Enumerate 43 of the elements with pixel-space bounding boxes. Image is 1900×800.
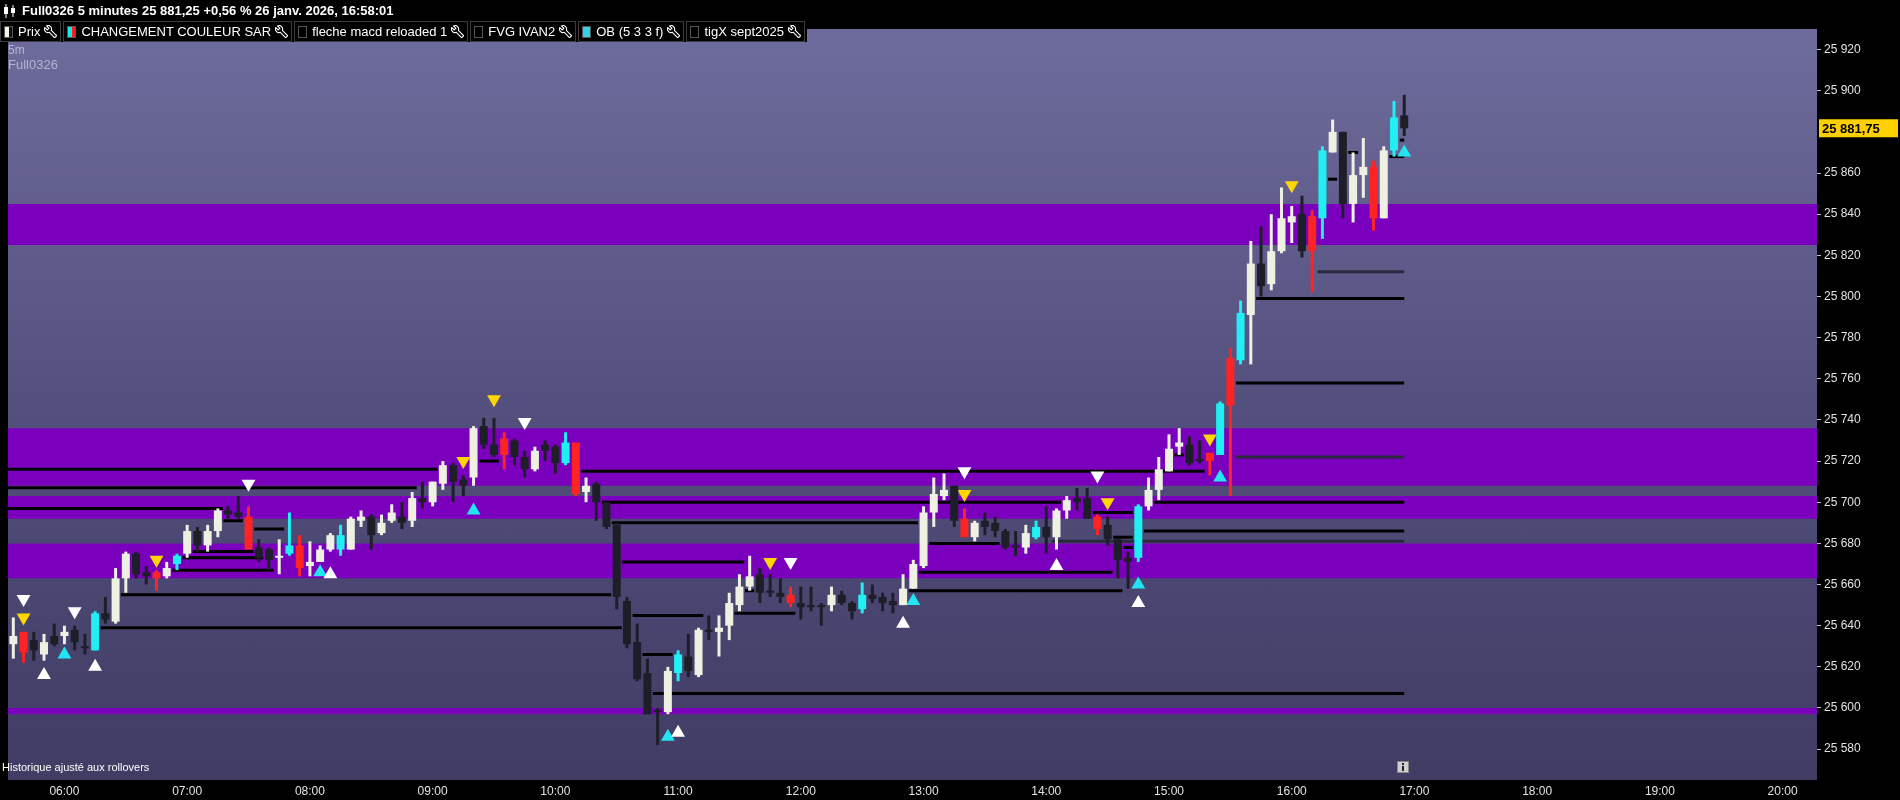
y-tick-label: 25 600 [1824, 700, 1862, 715]
y-tick-label: 25 620 [1824, 659, 1862, 674]
x-tick-label: 13:00 [908, 783, 939, 798]
y-tick-label: 25 740 [1824, 412, 1862, 427]
annotation: Full0326 [8, 57, 58, 72]
y-tick-label: 25 700 [1824, 494, 1862, 509]
annotation: FVG IVAN2 [488, 24, 556, 39]
y-tick-label: 25 760 [1824, 371, 1862, 386]
annotation: fleche macd reloaded 1 [312, 24, 448, 39]
y-tick-label: 25 800 [1824, 288, 1862, 303]
y-tick-label: 25 720 [1824, 453, 1862, 468]
x-tick-label: 10:00 [540, 783, 571, 798]
x-tick-label: 18:00 [1522, 783, 1553, 798]
x-tick-label: 08:00 [294, 783, 326, 798]
x-tick-label: 16:00 [1276, 783, 1308, 798]
y-tick-label: 25 580 [1824, 741, 1862, 756]
annotation: tigX sept2025 [704, 24, 784, 39]
annotation: OB (5 3 3 f) [596, 24, 664, 39]
y-tick-label: 25 780 [1824, 329, 1862, 344]
text: 5m [8, 43, 25, 57]
y-tick-label: 25 660 [1824, 576, 1862, 591]
x-tick-label: 09:00 [417, 783, 448, 798]
x-tick-label: 11:00 [663, 783, 693, 798]
x-tick-label: 15:00 [1153, 783, 1185, 798]
x-tick-label: 14:00 [1031, 783, 1062, 798]
chart-title: Full0326 5 minutes 25 881,25 +0,56 % 26 janv. 2026, 16:58:01 [22, 3, 394, 18]
x-tick-label: 12:00 [785, 783, 817, 798]
y-tick-label: 25 640 [1824, 618, 1862, 632]
y-tick-label: 25 900 [1824, 83, 1862, 98]
y-tick-label: 25 860 [1824, 165, 1862, 180]
annotation: CHANGEMENT COULEUR SAR [81, 24, 272, 39]
x-tick-label: 17:00 [1399, 783, 1430, 798]
y-tick-label: 25 920 [1824, 41, 1862, 56]
x-tick-label: 07:00 [172, 783, 203, 798]
text: 25 881,75 [1822, 120, 1880, 136]
annotation: Historique ajusté aux rollovers [2, 761, 150, 773]
x-tick-label: 19:00 [1644, 783, 1676, 798]
x-tick-label: 20:00 [1767, 783, 1798, 798]
y-tick-label: 25 680 [1824, 535, 1862, 550]
x-tick-label: 06:00 [49, 783, 80, 798]
y-tick-label: 25 840 [1824, 206, 1862, 221]
y-tick-label: 25 820 [1824, 247, 1862, 262]
annotation: Prix [18, 24, 41, 39]
